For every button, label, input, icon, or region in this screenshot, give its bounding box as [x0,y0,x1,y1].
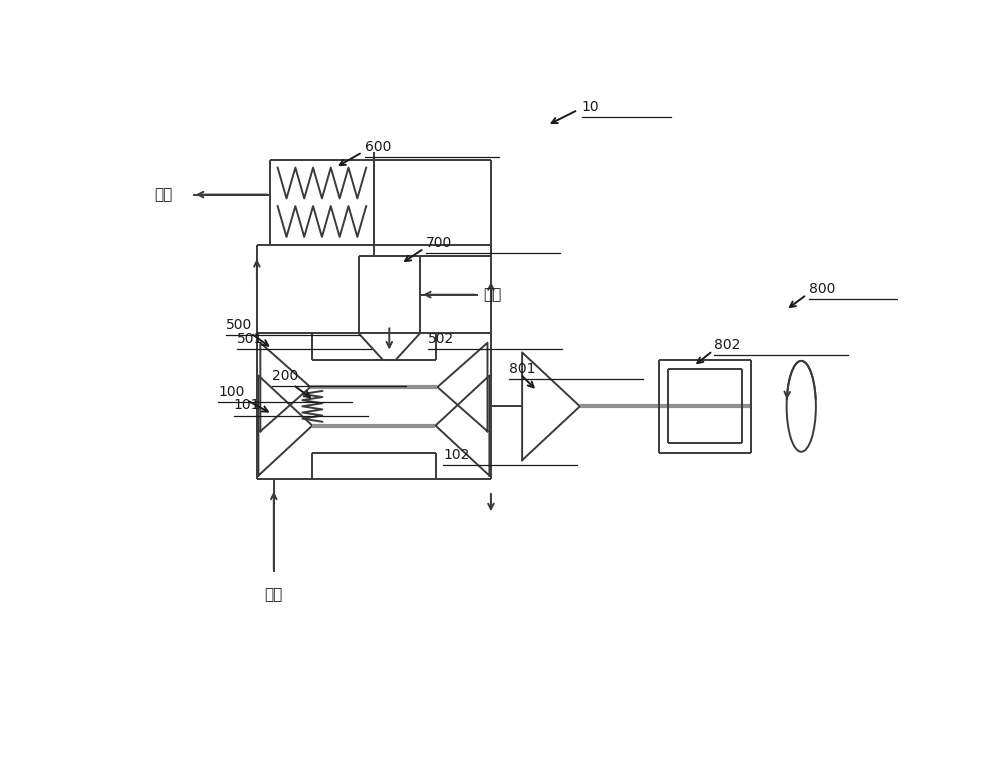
Text: 空气: 空气 [265,588,283,602]
Text: 10: 10 [582,100,599,114]
Text: 600: 600 [365,140,391,154]
Text: 100: 100 [218,385,245,399]
Text: 燃料: 燃料 [483,287,501,302]
Text: 801: 801 [509,362,535,376]
Text: 800: 800 [809,282,835,296]
Text: 700: 700 [426,236,453,250]
Text: 502: 502 [428,333,454,346]
Text: 200: 200 [272,369,299,383]
Text: 802: 802 [714,339,741,353]
Text: 尾气: 尾气 [154,187,173,202]
Text: 102: 102 [443,448,470,462]
Text: 500: 500 [226,318,252,332]
Text: 101: 101 [234,399,260,412]
Text: 501: 501 [237,333,263,346]
